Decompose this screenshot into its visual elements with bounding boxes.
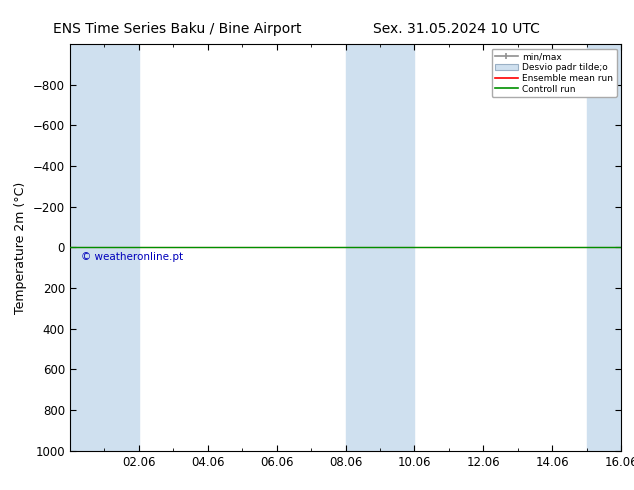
Y-axis label: Temperature 2m (°C): Temperature 2m (°C) <box>14 181 27 314</box>
Text: Sex. 31.05.2024 10 UTC: Sex. 31.05.2024 10 UTC <box>373 22 540 36</box>
Bar <box>346 44 415 451</box>
Bar <box>587 44 621 451</box>
Bar <box>70 44 139 451</box>
Text: ENS Time Series Baku / Bine Airport: ENS Time Series Baku / Bine Airport <box>53 22 302 36</box>
Legend: min/max, Desvio padr tilde;o, Ensemble mean run, Controll run: min/max, Desvio padr tilde;o, Ensemble m… <box>491 49 617 97</box>
Text: © weatheronline.pt: © weatheronline.pt <box>81 251 183 262</box>
